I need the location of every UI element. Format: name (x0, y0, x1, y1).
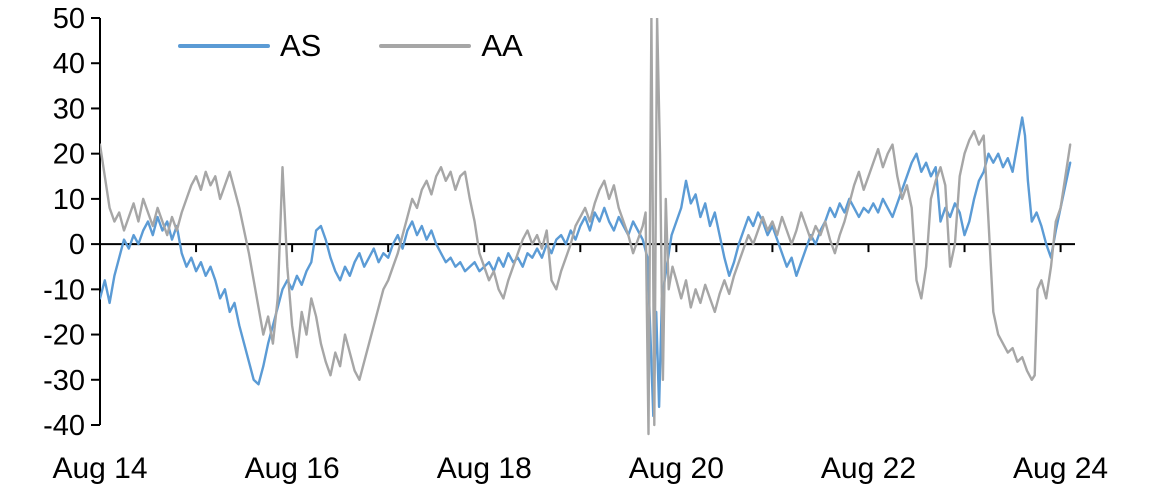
x-tick-label: Aug 16 (245, 452, 340, 485)
x-tick-label: Aug 20 (629, 452, 724, 485)
aa-legend-label: AA (481, 28, 523, 63)
legend-item-as: AS (178, 30, 321, 61)
legend-item-aa: AA (379, 28, 523, 63)
aa-line-swatch (379, 43, 472, 48)
y-tick-label: 40 (53, 48, 85, 80)
x-tick-label: Aug 24 (1013, 452, 1108, 485)
x-tick-label: Aug 18 (437, 452, 532, 485)
y-tick-label: 30 (53, 93, 85, 125)
y-tick-label: -10 (43, 274, 85, 306)
y-tick-label: 0 (69, 229, 85, 261)
chart-legend: AS AA (178, 30, 523, 61)
series-line-as (100, 116, 1072, 418)
x-tick-label: Aug 22 (821, 452, 916, 485)
y-tick-label: -40 (43, 410, 85, 442)
y-tick-label: -30 (43, 365, 85, 397)
y-tick-label: 50 (53, 3, 85, 35)
series-line-aa (100, 18, 1072, 436)
y-tick-label: -20 (43, 320, 85, 352)
y-tick-label: 20 (53, 139, 85, 171)
x-tick-label: Aug 14 (52, 452, 147, 485)
as-line-swatch (178, 43, 270, 48)
y-tick-label: 10 (53, 184, 85, 216)
as-legend-label: AS (280, 28, 322, 63)
